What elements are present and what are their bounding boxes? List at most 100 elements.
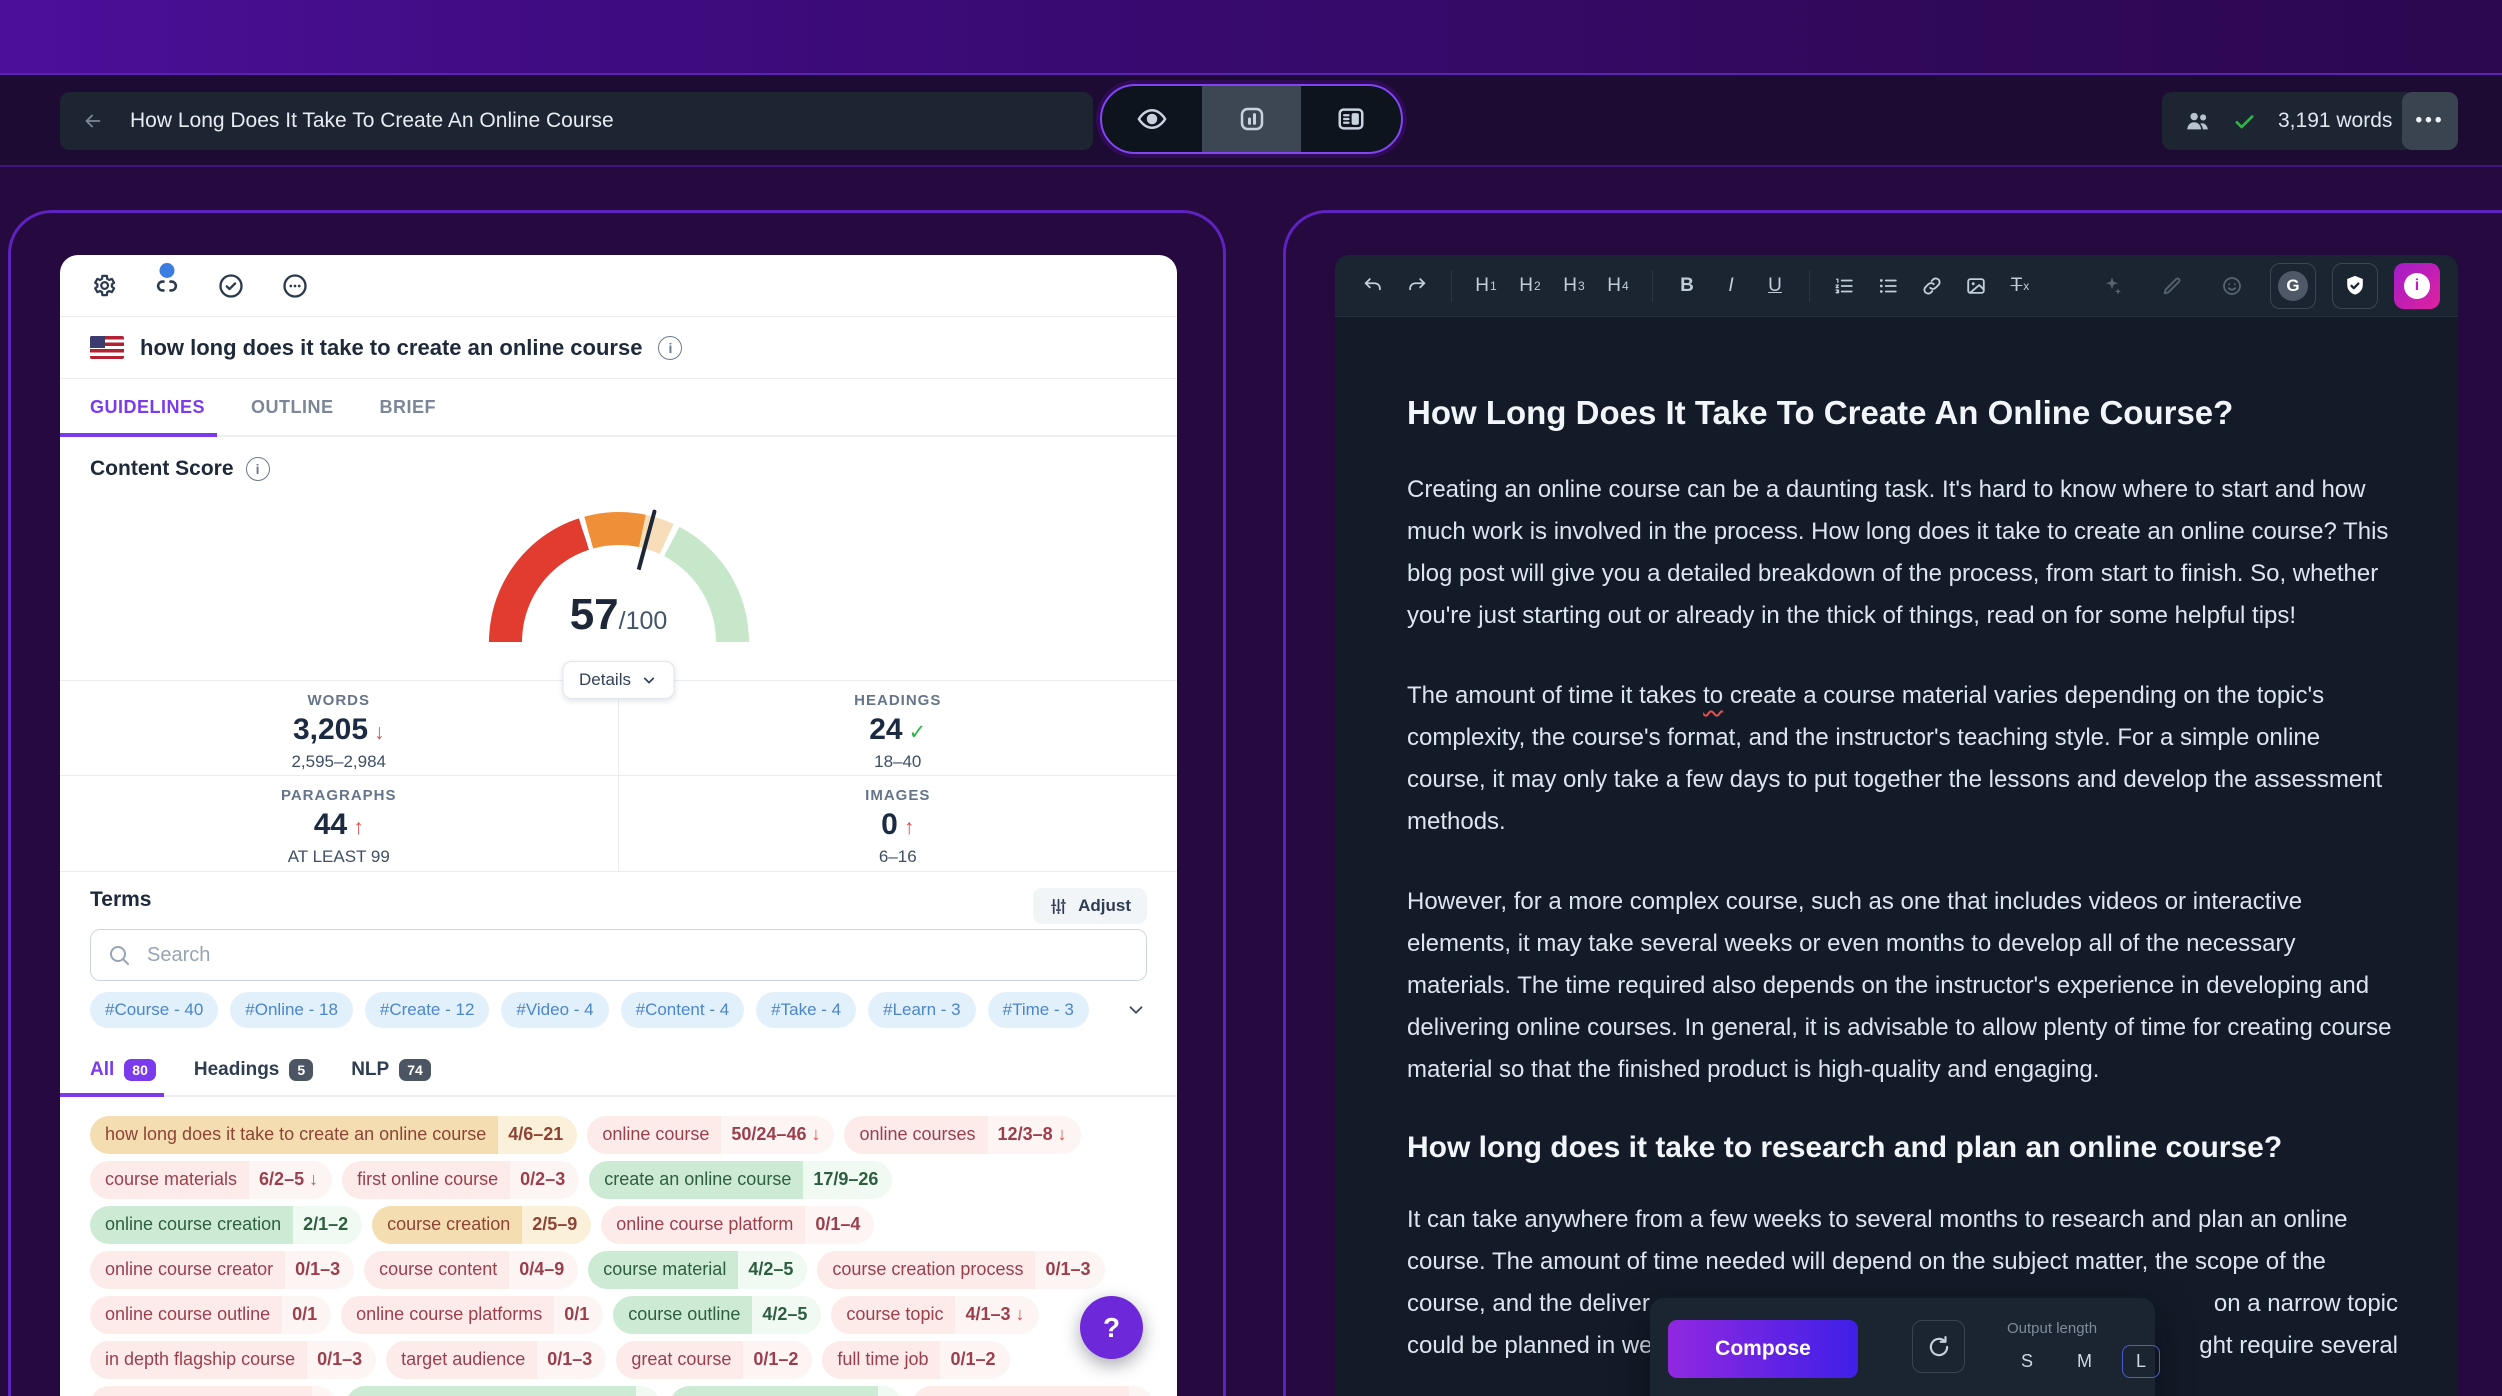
bold-button[interactable]: B [1667, 266, 1707, 306]
filter-tab-all[interactable]: All 80 [60, 1045, 164, 1097]
editor-content[interactable]: How Long Does It Take To Create An Onlin… [1335, 317, 2458, 1367]
term-chip[interactable]: great course 0/1–2 [616, 1341, 813, 1379]
hashtag-chip[interactable]: #Create - 12 [364, 992, 490, 1028]
term-chip-count-value: 17/9–26 [813, 1169, 879, 1189]
term-chip[interactable]: online course platforms 0/1 [341, 1296, 604, 1334]
term-chip[interactable]: in depth flagship course 0/1–3 [90, 1341, 377, 1379]
term-chip[interactable]: create an online course 17/9–26 [589, 1161, 893, 1199]
down-arrow-icon: ↓ [309, 1169, 319, 1189]
term-chip-count: 0/1–3 [307, 1341, 377, 1379]
term-chip[interactable]: course creation 2/5–9 [372, 1206, 592, 1244]
term-chip[interactable]: online course outline 0/1 [90, 1296, 332, 1334]
term-chip[interactable] [345, 1386, 660, 1396]
document-title-bar[interactable]: How Long Does It Take To Create An Onlin… [60, 92, 1093, 150]
hashtag-chip[interactable]: #Take - 4 [756, 992, 857, 1028]
content-score-info-icon[interactable]: i [245, 457, 270, 481]
more-options-button[interactable]: ••• [2402, 92, 2458, 150]
content-score-title-row: Content Score i [90, 457, 1147, 481]
help-button[interactable]: ? [1080, 1296, 1143, 1359]
term-chip-count-value: 0/1 [292, 1304, 318, 1324]
redo-button[interactable] [1397, 266, 1437, 306]
term-chip-count-value: 4/6–21 [508, 1124, 564, 1144]
stat-value: 44 ↑ [313, 808, 364, 841]
image-button[interactable] [1956, 266, 1996, 306]
link-broken-icon[interactable] [153, 262, 181, 300]
hashtag-chip[interactable]: #Online - 18 [230, 992, 353, 1028]
tab-guidelines[interactable]: GUIDELINES [60, 379, 218, 437]
filter-tab-label: Headings [193, 1059, 280, 1080]
term-chip[interactable]: full time job 0/1–2 [822, 1341, 1010, 1379]
term-chip[interactable]: first online course 0/2–3 [342, 1161, 580, 1199]
italic-button[interactable]: I [1711, 266, 1751, 306]
hashtag-chip[interactable]: #Content - 4 [620, 992, 745, 1028]
ordered-list-button[interactable] [1824, 266, 1864, 306]
term-chip[interactable]: course topic 4/1–3 ↓ [831, 1296, 1039, 1334]
term-chip[interactable]: how long does it take to create an onlin… [90, 1116, 578, 1154]
term-chip[interactable]: online course creation 2/1–2 [90, 1206, 363, 1244]
output-size-s[interactable]: S [2021, 1351, 2034, 1371]
view-toggle-layout[interactable] [1301, 86, 1401, 152]
term-chip[interactable]: target audience 0/1–3 [386, 1341, 607, 1379]
hashtag-chip[interactable]: #Video - 4 [501, 992, 609, 1028]
text-run: on a narrow topic [2213, 1290, 2398, 1317]
term-chip-count: 17/9–26 [803, 1161, 893, 1199]
chevron-down-icon[interactable] [1125, 999, 1147, 1021]
term-chip-count: 4/2–5 [738, 1251, 808, 1289]
article-paragraph: However, for a more complex course, such… [1407, 888, 2392, 1083]
output-size-l[interactable]: L [2122, 1345, 2161, 1378]
filter-tab-headings[interactable]: Headings 5 [193, 1045, 314, 1095]
view-toggle-audit[interactable] [1201, 86, 1302, 152]
term-chip[interactable]: online course 50/24–46 ↓ [587, 1116, 835, 1154]
adjust-button[interactable]: Adjust [1033, 888, 1147, 924]
term-chip[interactable]: course outline 4/2–5 [613, 1296, 822, 1334]
hashtag-chip[interactable]: #Learn - 3 [868, 992, 976, 1028]
refresh-icon[interactable] [1912, 1320, 1965, 1373]
undo-button[interactable] [1353, 266, 1393, 306]
term-chip[interactable] [90, 1386, 336, 1396]
back-icon[interactable] [82, 110, 104, 132]
settings-icon[interactable] [90, 272, 117, 299]
tab-brief[interactable]: BRIEF [379, 396, 437, 417]
hashtag-chip[interactable]: #Time - 3 [987, 992, 1089, 1028]
term-chip[interactable]: course materials 6/2–5 ↓ [90, 1161, 333, 1199]
smiley-icon[interactable] [2210, 266, 2254, 306]
guidelines-tabs: GUIDELINES OUTLINE BRIEF [60, 379, 1177, 437]
details-button[interactable]: Details [562, 661, 675, 699]
search-input[interactable] [145, 942, 1130, 968]
more-circle-icon[interactable] [281, 272, 309, 300]
hashtag-chip[interactable]: #Course - 40 [90, 992, 219, 1028]
view-toggle-eye[interactable] [1102, 86, 1202, 152]
term-chip[interactable]: online courses 12/3–8 ↓ [844, 1116, 1081, 1154]
output-size-m[interactable]: M [2077, 1351, 2093, 1371]
term-chip[interactable]: online course platform 0/1–4 [601, 1206, 875, 1244]
filter-tab-nlp[interactable]: NLP 74 [351, 1045, 431, 1095]
term-chip[interactable]: online course creator 0/1–3 [90, 1251, 355, 1289]
term-chip[interactable] [669, 1386, 902, 1396]
content-score-title: Content Score [90, 457, 234, 480]
compose-button[interactable]: Compose [1668, 1320, 1858, 1378]
grammarly-button[interactable]: G [2270, 262, 2316, 309]
term-chip[interactable]: course material 4/2–5 [588, 1251, 808, 1289]
tab-outline[interactable]: OUTLINE [251, 396, 334, 417]
adjust-label: Adjust [1078, 896, 1131, 915]
sparkles-icon[interactable] [2090, 266, 2134, 306]
check-circle-icon[interactable] [217, 272, 245, 300]
info-button[interactable]: i [2394, 262, 2440, 309]
content-score-gauge: 57/100 [488, 505, 749, 643]
keyword-info-icon[interactable]: i [658, 335, 683, 360]
pencil-icon[interactable] [2150, 266, 2194, 306]
stat-value: 24 ✓ [869, 713, 927, 746]
shield-button[interactable] [2332, 262, 2378, 309]
term-chip[interactable]: course creation process 0/1–3 [817, 1251, 1105, 1289]
link-button[interactable] [1912, 266, 1952, 306]
bullet-list-button[interactable] [1868, 266, 1908, 306]
term-chip[interactable] [911, 1386, 1153, 1396]
term-chip[interactable]: course content 0/4–9 [364, 1251, 579, 1289]
term-chip-count-value: 0/1 [564, 1304, 590, 1324]
underline-button[interactable]: U [1755, 266, 1795, 306]
